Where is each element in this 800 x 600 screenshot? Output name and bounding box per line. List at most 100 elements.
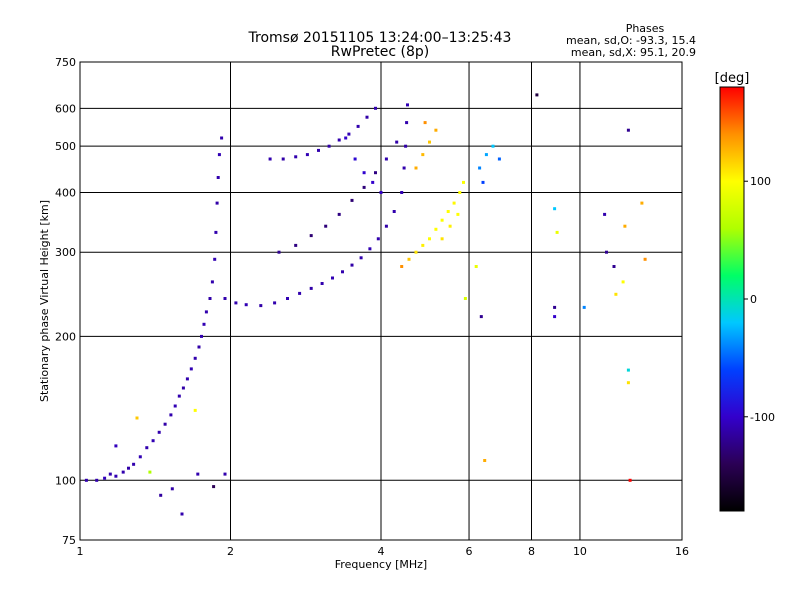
data-point bbox=[535, 93, 539, 97]
data-point bbox=[309, 234, 313, 238]
data-point bbox=[452, 201, 456, 205]
data-point bbox=[440, 218, 444, 222]
data-point bbox=[392, 210, 396, 213]
x-tick-label: 2 bbox=[227, 545, 234, 558]
data-point bbox=[362, 185, 366, 189]
data-point bbox=[553, 305, 557, 309]
data-point bbox=[215, 201, 219, 205]
y-tick-label: 300 bbox=[55, 246, 76, 259]
data-point bbox=[448, 224, 452, 228]
colorbar bbox=[719, 86, 745, 512]
data-point bbox=[294, 243, 298, 247]
data-point bbox=[95, 478, 99, 482]
data-point bbox=[180, 512, 184, 516]
data-point bbox=[169, 413, 173, 417]
data-point bbox=[384, 157, 388, 161]
data-point bbox=[196, 472, 200, 476]
data-point bbox=[286, 297, 289, 300]
data-point bbox=[309, 286, 313, 290]
x-tick-label: 4 bbox=[378, 545, 385, 558]
data-point bbox=[273, 301, 277, 305]
data-point bbox=[484, 153, 488, 157]
data-points bbox=[84, 93, 647, 516]
data-point bbox=[414, 166, 418, 170]
data-point bbox=[193, 356, 197, 360]
data-point bbox=[108, 472, 112, 476]
data-point bbox=[421, 153, 425, 157]
data-point bbox=[138, 455, 142, 459]
data-point bbox=[114, 474, 118, 478]
data-point bbox=[421, 243, 425, 247]
data-point bbox=[481, 180, 485, 184]
data-point bbox=[353, 157, 357, 161]
data-point bbox=[479, 315, 483, 319]
data-point bbox=[379, 191, 383, 194]
data-point bbox=[189, 367, 193, 371]
y-tick-label: 75 bbox=[62, 534, 76, 547]
data-point bbox=[407, 257, 411, 261]
data-point bbox=[626, 381, 630, 385]
data-point bbox=[374, 171, 377, 175]
data-point bbox=[259, 304, 263, 308]
data-point bbox=[327, 144, 331, 148]
data-point bbox=[148, 470, 152, 474]
data-point bbox=[204, 310, 208, 314]
data-point bbox=[220, 136, 224, 140]
data-point bbox=[405, 121, 409, 125]
data-point bbox=[359, 256, 363, 260]
data-point bbox=[623, 224, 627, 228]
data-point bbox=[462, 180, 465, 184]
data-point bbox=[643, 257, 647, 261]
data-point bbox=[217, 153, 221, 157]
data-point bbox=[213, 257, 217, 261]
data-point bbox=[483, 459, 487, 462]
data-point bbox=[626, 368, 630, 372]
data-point bbox=[197, 345, 201, 349]
data-point bbox=[497, 157, 501, 161]
data-point bbox=[114, 444, 118, 448]
data-point bbox=[423, 121, 427, 125]
data-point bbox=[132, 462, 136, 466]
data-point bbox=[368, 247, 372, 251]
data-point bbox=[185, 377, 189, 381]
data-point bbox=[553, 207, 557, 211]
legend-line-x: mean, sd,X: 95.1, 20.9 bbox=[571, 46, 696, 59]
data-point bbox=[376, 237, 380, 241]
data-point bbox=[463, 297, 467, 300]
data-point bbox=[200, 334, 203, 338]
data-point bbox=[177, 394, 181, 398]
data-point bbox=[404, 144, 408, 148]
data-point bbox=[626, 128, 630, 132]
data-point bbox=[84, 478, 88, 482]
chart-title: Tromsø 20151105 13:24:00–13:25:43 bbox=[248, 30, 512, 46]
data-point bbox=[478, 166, 482, 170]
data-point bbox=[216, 176, 220, 179]
colorbar-tick-label: 100 bbox=[750, 175, 771, 188]
data-point bbox=[127, 466, 130, 470]
data-point bbox=[320, 282, 324, 285]
data-point bbox=[268, 157, 272, 161]
y-axis-ticks: 75 100 200 300 400 500 600 750 bbox=[55, 56, 76, 547]
data-point bbox=[214, 230, 218, 234]
data-point bbox=[103, 476, 107, 480]
x-tick-label: 10 bbox=[573, 545, 587, 558]
data-point bbox=[614, 292, 618, 296]
data-point bbox=[305, 153, 309, 157]
colorbar-tick-label: 0 bbox=[750, 293, 757, 306]
data-point bbox=[446, 210, 450, 213]
data-point bbox=[474, 265, 478, 268]
x-tick-label: 1 bbox=[77, 545, 84, 558]
data-point bbox=[582, 305, 586, 309]
x-axis-ticks: 1 2 4 6 8 10 16 bbox=[77, 545, 690, 558]
data-point bbox=[337, 212, 341, 216]
data-point bbox=[553, 315, 557, 319]
data-point bbox=[434, 128, 438, 132]
data-point bbox=[317, 148, 320, 152]
data-point bbox=[456, 212, 460, 216]
y-tick-label: 750 bbox=[55, 56, 76, 69]
data-point bbox=[337, 138, 341, 142]
data-point bbox=[612, 265, 616, 268]
data-point bbox=[277, 250, 281, 254]
data-point bbox=[406, 103, 409, 107]
data-point bbox=[414, 250, 418, 254]
